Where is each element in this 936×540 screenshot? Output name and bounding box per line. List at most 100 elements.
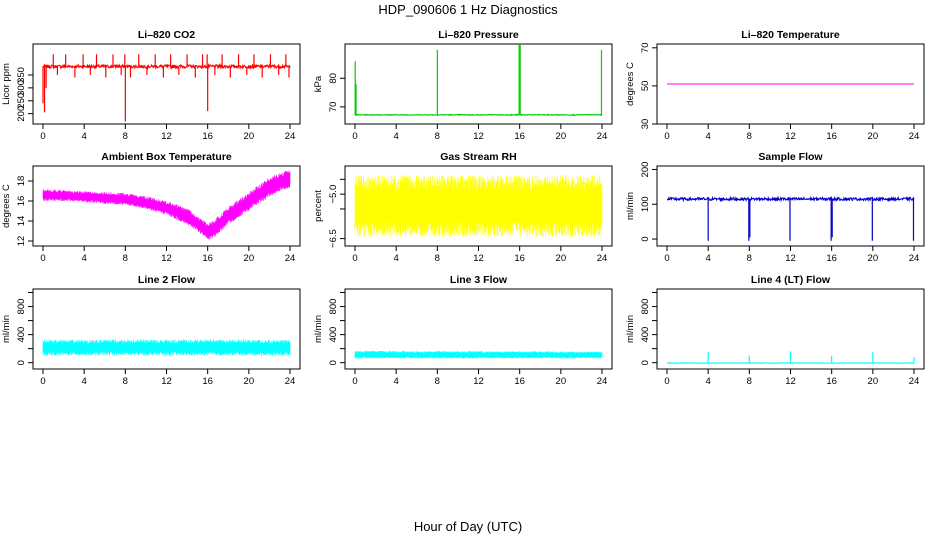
figure-title: HDP_090606 1 Hz Diagnostics bbox=[378, 2, 558, 17]
x-tick-label: 0 bbox=[664, 253, 669, 264]
panel-title: Li–820 CO2 bbox=[138, 29, 195, 41]
x-tick-label: 4 bbox=[82, 131, 87, 142]
x-tick-label: 16 bbox=[826, 131, 837, 142]
y-axis: 0 400 800 bbox=[640, 292, 657, 365]
y-tick-label: 30 bbox=[640, 119, 651, 130]
y-tick-label: 0 bbox=[16, 360, 27, 365]
x-tick-label: 16 bbox=[514, 253, 525, 264]
x-tick-label: 4 bbox=[82, 253, 87, 264]
x-tick-label: 20 bbox=[556, 131, 567, 142]
y-axis: 0 400 800 bbox=[328, 292, 345, 365]
x-tick-label: 20 bbox=[868, 253, 879, 264]
x-tick-label: 24 bbox=[285, 376, 296, 387]
y-tick-label: 80 bbox=[328, 73, 339, 84]
y-axis-label: ml/min bbox=[313, 315, 324, 343]
x-tick-label: 4 bbox=[394, 253, 399, 264]
x-tick-label: 24 bbox=[597, 131, 608, 142]
x-tick-label: 24 bbox=[597, 376, 608, 387]
series-marks bbox=[666, 195, 915, 241]
x-tick-label: 8 bbox=[435, 253, 440, 264]
x-tick-label: 20 bbox=[556, 253, 567, 264]
x-tick-label: 20 bbox=[556, 376, 567, 387]
y-tick-label: 250 bbox=[16, 93, 27, 109]
x-tick-label: 12 bbox=[473, 376, 484, 387]
plot-frame bbox=[344, 43, 613, 125]
x-tick-label: 8 bbox=[123, 376, 128, 387]
x-tick-label: 24 bbox=[285, 131, 296, 142]
series-marks bbox=[42, 339, 291, 356]
panel-7: Line 3 Flow ml/min 0 4 8 12 16 20 24 0 400 800 bbox=[313, 274, 613, 387]
y-axis-label: kPa bbox=[313, 75, 324, 92]
x-tick-label: 0 bbox=[352, 376, 357, 387]
x-tick-label: 24 bbox=[597, 253, 608, 264]
x-tick-label: 20 bbox=[868, 376, 879, 387]
series-marks bbox=[666, 351, 915, 365]
series-marks bbox=[354, 350, 603, 359]
x-tick-label: 12 bbox=[785, 253, 796, 264]
y-tick-label: 350 bbox=[16, 67, 27, 83]
x-tick-label: 20 bbox=[244, 253, 255, 264]
y-tick-label: 16 bbox=[16, 196, 27, 207]
series-line bbox=[354, 113, 603, 117]
x-tick-label: 8 bbox=[747, 131, 752, 142]
y-axis: 0 100 200 bbox=[640, 162, 657, 242]
y-axis-label: ml/min bbox=[625, 315, 636, 343]
x-tick-label: 12 bbox=[785, 131, 796, 142]
y-tick-label: 0 bbox=[328, 360, 339, 365]
panel-3: Ambient Box Temperature degrees C 0 4 8 12 16 2… bbox=[1, 151, 301, 264]
y-tick-label: 400 bbox=[16, 327, 27, 343]
panel-8: Line 4 (LT) Flow ml/min 0 4 8 12 16 20 24 0 400 800 bbox=[625, 274, 925, 387]
series-band bbox=[354, 174, 603, 238]
x-tick-label: 24 bbox=[285, 253, 296, 264]
x-tick-label: 4 bbox=[394, 376, 399, 387]
x-tick-label: 12 bbox=[473, 253, 484, 264]
x-tick-label: 16 bbox=[202, 376, 213, 387]
y-axis: 12 14 16 18 bbox=[16, 176, 33, 246]
y-axis: 0 400 800 bbox=[16, 292, 33, 365]
y-axis: −6.5 −5.0 bbox=[328, 178, 345, 248]
x-axis: 0 4 8 12 16 20 24 bbox=[40, 369, 295, 387]
panel-1: Li–820 Pressure kPa 0 4 8 12 16 20 24 70 80 bbox=[313, 29, 613, 142]
x-axis: 0 4 8 12 16 20 24 bbox=[352, 369, 607, 387]
x-tick-label: 12 bbox=[161, 376, 172, 387]
series-band bbox=[42, 170, 291, 240]
x-axis: 0 4 8 12 16 20 24 bbox=[40, 246, 295, 264]
x-axis: 0 4 8 12 16 20 24 bbox=[664, 124, 919, 142]
panel-title: Li–820 Pressure bbox=[438, 29, 519, 41]
x-tick-label: 0 bbox=[40, 253, 45, 264]
series-line bbox=[42, 62, 291, 70]
x-axis: 0 4 8 12 16 20 24 bbox=[352, 246, 607, 264]
panel-title: Line 4 (LT) Flow bbox=[751, 274, 831, 286]
y-axis-label: ml/min bbox=[625, 192, 636, 220]
x-axis: 0 4 8 12 16 20 24 bbox=[664, 369, 919, 387]
plot-frame bbox=[32, 288, 301, 370]
x-tick-label: 8 bbox=[123, 131, 128, 142]
x-tick-label: 8 bbox=[123, 253, 128, 264]
panel-6: Line 2 Flow ml/min 0 4 8 12 16 20 24 0 400 800 bbox=[1, 274, 301, 387]
y-tick-label: 0 bbox=[640, 360, 651, 365]
series-band bbox=[42, 339, 291, 356]
x-tick-label: 16 bbox=[514, 131, 525, 142]
y-tick-label: 18 bbox=[16, 176, 27, 187]
y-tick-label: 200 bbox=[16, 106, 27, 122]
y-tick-label: −6.5 bbox=[328, 229, 339, 248]
x-tick-label: 0 bbox=[664, 131, 669, 142]
y-tick-label: 800 bbox=[640, 299, 651, 315]
x-axis: 0 4 8 12 16 20 24 bbox=[40, 124, 295, 142]
x-tick-label: 16 bbox=[202, 253, 213, 264]
y-axis-label: percent bbox=[313, 190, 324, 222]
y-tick-label: 800 bbox=[16, 299, 27, 315]
y-tick-label: 400 bbox=[640, 327, 651, 343]
y-axis-label: degrees C bbox=[1, 184, 12, 228]
y-axis: 30 50 70 bbox=[640, 43, 657, 130]
x-tick-label: 0 bbox=[40, 376, 45, 387]
x-tick-label: 4 bbox=[706, 253, 711, 264]
series-marks bbox=[354, 174, 603, 238]
x-axis: 0 4 8 12 16 20 24 bbox=[664, 246, 919, 264]
x-tick-label: 16 bbox=[826, 376, 837, 387]
x-tick-label: 0 bbox=[352, 253, 357, 264]
x-tick-label: 20 bbox=[244, 131, 255, 142]
